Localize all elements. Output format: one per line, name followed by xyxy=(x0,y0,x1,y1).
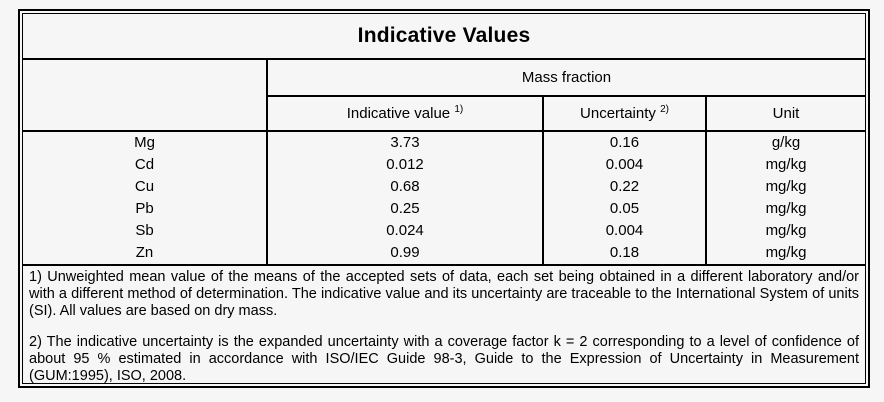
indicative-value-cell: 0.68 xyxy=(267,176,544,198)
element-cell: Mg xyxy=(23,131,268,154)
uncertainty-header: Uncertainty 2) xyxy=(543,96,707,132)
table-row: Cd 0.012 0.004 mg/kg xyxy=(23,154,865,176)
uncertainty-cell: 0.004 xyxy=(543,220,707,242)
mass-fraction-header: Mass fraction xyxy=(267,59,865,97)
footnotes-area: 1) Unweighted mean value of the means of… xyxy=(23,265,865,385)
footnote-ref-1: 1) xyxy=(454,104,464,115)
unit-cell: mg/kg xyxy=(706,242,865,266)
unit-cell: mg/kg xyxy=(765,156,807,173)
footnote-2: 2) The indicative uncertainty is the exp… xyxy=(29,334,859,384)
indicative-value-cell: 0.25 xyxy=(267,198,544,220)
indicative-value-header-label: Indicative value xyxy=(346,105,451,122)
unit-header: Unit xyxy=(706,96,865,132)
column-header-row: Indicative value 1) Uncertainty 2) Unit xyxy=(23,96,865,132)
corner-empty-cell xyxy=(23,59,268,132)
footnotes-row: 1) Unweighted mean value of the means of… xyxy=(23,265,865,385)
indicative-value-cell: 0.024 xyxy=(267,220,544,242)
footnote-1: 1) Unweighted mean value of the means of… xyxy=(29,269,859,319)
table-row: Pb 0.25 0.05 mg/kg xyxy=(23,198,865,220)
uncertainty-cell: 0.05 xyxy=(543,198,707,220)
unit-cell: mg/kg xyxy=(765,178,807,195)
indicative-value-cell: 3.73 xyxy=(267,131,544,154)
unit-cell: mg/kg xyxy=(765,200,807,217)
indicative-values-table: Indicative Values Mass fraction Indicati… xyxy=(23,14,865,385)
element-cell: Sb xyxy=(23,220,268,242)
element-cell: Cd xyxy=(23,154,268,176)
group-header-row: Mass fraction xyxy=(23,59,865,132)
unit-cell: mg/kg xyxy=(765,222,807,239)
footnote-ref-2: 2) xyxy=(660,104,669,115)
indicative-value-cell: 0.012 xyxy=(267,154,544,176)
indicative-values-table-frame: Indicative Values Mass fraction Indicati… xyxy=(18,9,870,388)
unit-cell: g/kg xyxy=(771,134,801,151)
uncertainty-header-label: Uncertainty xyxy=(580,105,656,122)
uncertainty-cell: 0.22 xyxy=(543,176,707,198)
table-row: Cu 0.68 0.22 mg/kg xyxy=(23,176,865,198)
table-row: Sb 0.024 0.004 mg/kg xyxy=(23,220,865,242)
page-title: Indicative Values xyxy=(23,14,865,60)
element-cell: Pb xyxy=(23,198,268,220)
element-cell: Cu xyxy=(23,176,268,198)
table-inner-border: Indicative Values Mass fraction Indicati… xyxy=(22,13,866,384)
title-row: Indicative Values xyxy=(23,14,865,60)
uncertainty-cell: 0.16 xyxy=(543,131,707,154)
table-row: Zn 0.99 0.18 mg/kg xyxy=(23,242,865,266)
uncertainty-cell: 0.18 xyxy=(543,242,707,266)
uncertainty-cell: 0.004 xyxy=(543,154,707,176)
indicative-value-header: Indicative value 1) xyxy=(267,96,544,132)
table-row: Mg 3.73 0.16 g/kg xyxy=(23,131,865,154)
indicative-value-cell: 0.99 xyxy=(267,242,544,266)
element-cell: Zn xyxy=(23,242,268,266)
